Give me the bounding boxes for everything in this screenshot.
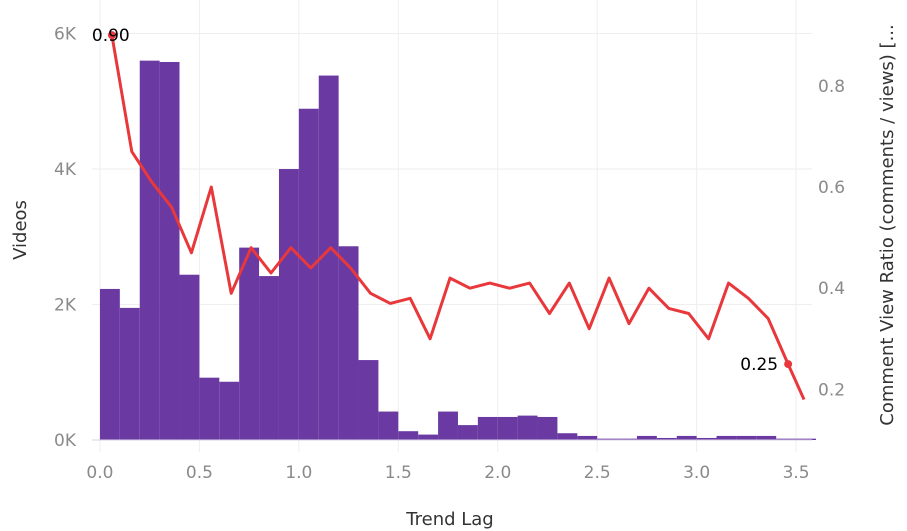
histogram-bar	[537, 416, 558, 440]
ratio-line	[110, 34, 806, 401]
y-left-tick-label: 0K	[54, 431, 77, 451]
histogram-bar	[756, 435, 777, 440]
histogram-bar	[497, 416, 518, 440]
y-left-tick-label: 4K	[54, 160, 77, 180]
histogram-bar	[298, 108, 319, 440]
x-tick-label: 3.0	[683, 463, 710, 483]
x-tick-label: 1.5	[385, 463, 412, 483]
histogram-bar	[318, 75, 339, 440]
line-point-marker	[107, 31, 116, 40]
histogram-bar	[796, 438, 816, 440]
histogram-bar	[398, 431, 419, 440]
data-label: 0.25	[740, 355, 778, 375]
x-tick-label: 2.0	[484, 463, 511, 483]
line-point-marker	[784, 360, 793, 369]
y-right-tick-label: 0.2	[818, 380, 845, 400]
histogram-bar	[438, 411, 458, 440]
histogram-bar	[736, 435, 757, 440]
histogram-bar	[99, 288, 120, 440]
x-tick-label: 1.0	[285, 463, 312, 483]
histogram-bar	[219, 381, 240, 440]
y-axis-left-title: Videos	[10, 200, 31, 260]
histogram-bar	[358, 360, 379, 440]
x-tick-label: 2.5	[584, 463, 611, 483]
histogram-bar	[716, 435, 737, 440]
histogram-bar	[239, 247, 260, 440]
histogram-bar	[477, 416, 498, 440]
histogram-bar	[259, 276, 279, 440]
annotations: 0.90 0.25	[92, 26, 793, 375]
histogram-bar	[676, 435, 697, 440]
histogram-bar	[696, 437, 717, 440]
histogram-bar	[159, 62, 180, 440]
bar-series	[92, 60, 816, 441]
x-axis-title: Trend Lag	[405, 509, 493, 530]
histogram-bar	[338, 246, 359, 440]
line-series	[110, 34, 806, 401]
histogram-bar	[119, 307, 140, 440]
y-right-tick-label: 0.8	[818, 77, 845, 97]
x-tick-label: 3.5	[783, 463, 810, 483]
x-tick-label: 0.5	[186, 463, 213, 483]
tick-labels: 0.0 0.5 1.0 1.5 2.0 2.5 3.0 3.5 0K 2K 4K 6K 0.2 0.4 0.…	[54, 25, 845, 483]
y-right-tick-label: 0.6	[818, 178, 845, 198]
histogram-bar	[278, 169, 299, 440]
y-left-tick-label: 6K	[54, 25, 77, 45]
histogram-bar	[199, 377, 220, 440]
x-tick-label: 0.0	[86, 463, 113, 483]
y-left-tick-label: 2K	[54, 296, 77, 316]
histogram-bar	[776, 438, 797, 440]
histogram-bar	[557, 433, 578, 440]
histogram-bar	[656, 437, 677, 440]
histogram-bar	[139, 60, 160, 440]
histogram-bar	[577, 435, 598, 440]
y-right-tick-label: 0.4	[818, 279, 845, 299]
histogram-bar	[418, 434, 439, 440]
histogram-bar	[378, 411, 399, 440]
histogram-bar	[636, 435, 657, 440]
y-axis-right-title: Comment View Ratio (comments / views) [.…	[877, 24, 898, 425]
histogram-bar	[617, 438, 637, 440]
histogram-bar	[597, 438, 618, 440]
data-label: 0.90	[92, 26, 130, 46]
histogram-bar	[517, 415, 538, 440]
histogram-bar	[179, 274, 200, 440]
histogram-bar	[457, 425, 478, 440]
